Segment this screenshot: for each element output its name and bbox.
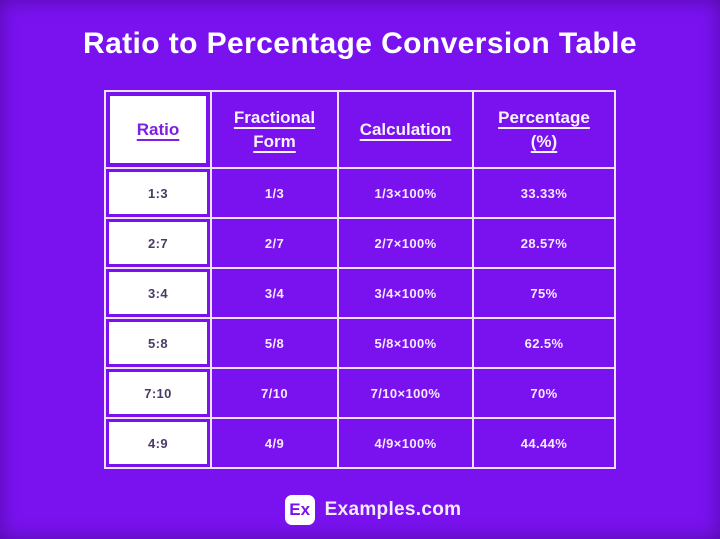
column-header-ratio: Ratio [104,90,212,169]
ratio-cell: 1:3 [104,167,212,219]
table-row: 4:9 4/9 4/9×100% 44.44% [104,417,616,469]
fraction-cell: 4/9 [210,417,339,469]
calculation-cell: 3/4×100% [337,267,474,319]
column-header-calculation: Calculation [337,90,474,169]
fraction-cell: 5/8 [210,317,339,369]
table-row: 5:8 5/8 5/8×100% 62.5% [104,317,616,369]
fraction-cell: 1/3 [210,167,339,219]
examples-logo-icon: Ex [284,495,315,525]
calculation-cell: 5/8×100% [337,317,474,369]
table-row: 7:10 7/10 7/10×100% 70% [104,367,616,419]
table-row: 3:4 3/4 3/4×100% 75% [104,267,616,319]
percentage-cell: 33.33% [472,167,616,219]
calculation-cell: 2/7×100% [337,217,474,269]
ratio-cell: 5:8 [104,317,212,369]
table-row: 2:7 2/7 2/7×100% 28.57% [104,217,616,269]
fraction-cell: 2/7 [210,217,339,269]
ratio-conversion-table: Ratio Fractional Form Calculation Percen… [104,90,616,469]
ratio-cell: 2:7 [104,217,212,269]
percentage-cell: 28.57% [472,217,616,269]
ratio-cell: 4:9 [104,417,212,469]
percentage-cell: 62.5% [472,317,616,369]
column-header-percentage: Percentage (%) [472,90,616,169]
ratio-cell: 7:10 [104,367,212,419]
brand-name: Examples.com [324,499,462,520]
page-title: Ratio to Percentage Conversion Table [83,27,637,60]
fraction-cell: 3/4 [210,267,339,319]
percentage-cell: 70% [472,367,616,419]
calculation-cell: 7/10×100% [337,367,474,419]
fraction-cell: 7/10 [210,367,339,419]
calculation-cell: 1/3×100% [337,167,474,219]
table-row: 1:3 1/3 1/3×100% 33.33% [104,167,616,219]
percentage-cell: 75% [472,267,616,319]
footer-brand: Ex Examples.com [13,495,720,525]
percentage-cell: 44.44% [472,417,616,469]
column-header-fractional-form: Fractional Form [210,90,339,169]
ratio-cell: 3:4 [104,267,212,319]
table-header-row: Ratio Fractional Form Calculation Percen… [104,90,616,169]
calculation-cell: 4/9×100% [337,417,474,469]
